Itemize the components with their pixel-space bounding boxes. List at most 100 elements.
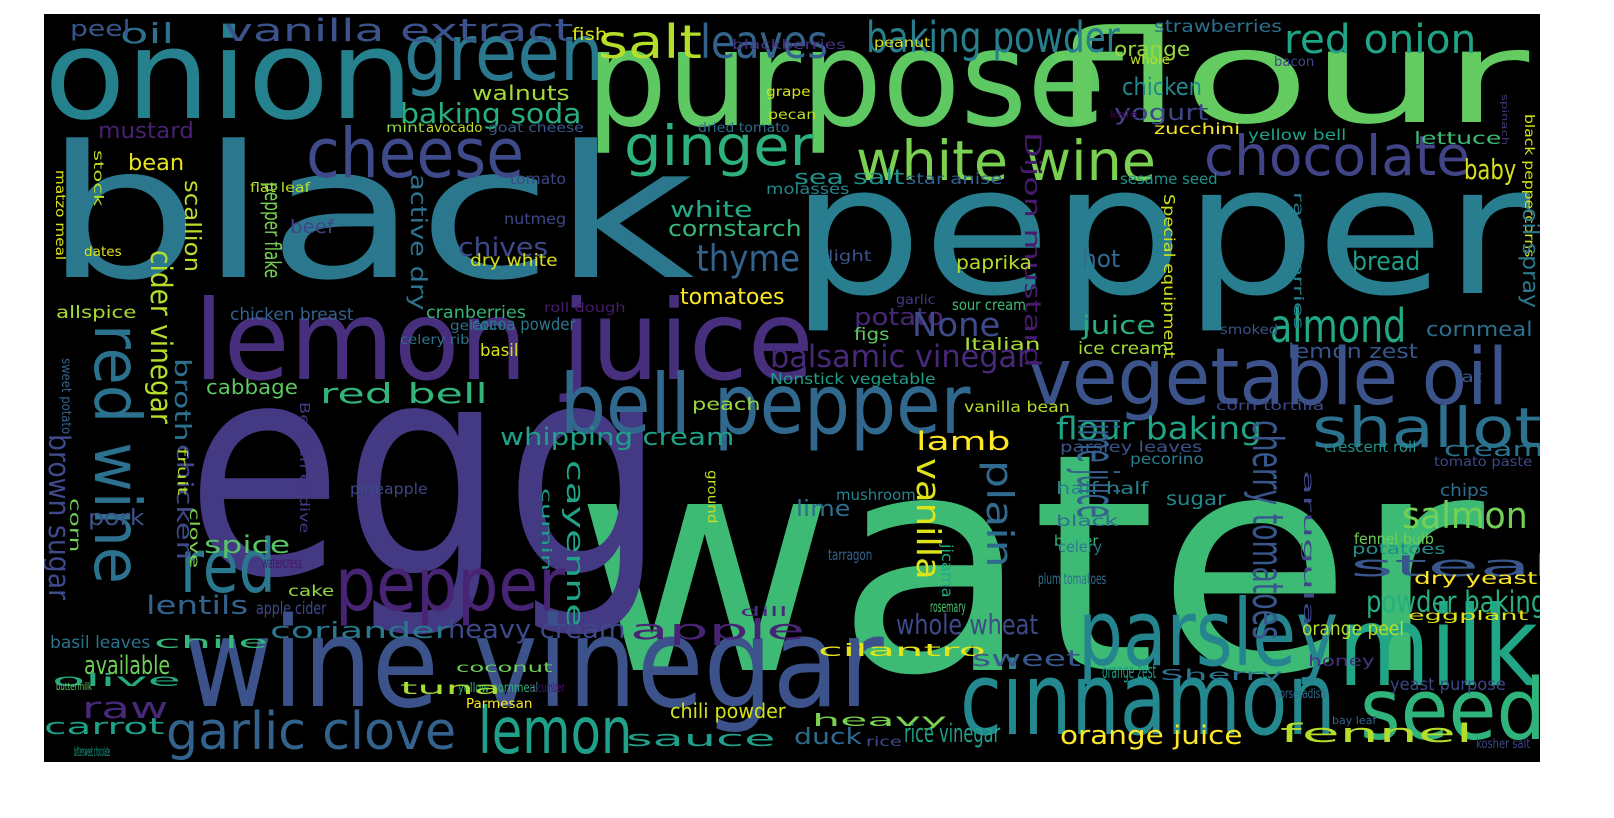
- word-plain: plain: [977, 460, 1021, 568]
- word-blackberries: blackberries: [732, 38, 846, 54]
- word-fruit: fruit: [173, 448, 189, 496]
- word-broth: broth: [169, 358, 195, 442]
- word-honey: honey: [1308, 653, 1375, 671]
- word-cake: cake: [288, 583, 335, 601]
- word-mustard: mustard: [98, 118, 194, 144]
- word-bacon: bacon: [1274, 55, 1315, 71]
- word-zucchini: zucchini: [1154, 121, 1241, 139]
- word-orange-peel: orange peel: [1302, 618, 1404, 640]
- word-garlic: garlic: [896, 293, 936, 309]
- word-active-dry: active dry: [405, 174, 431, 311]
- word-ice-cream: ice cream: [1078, 338, 1169, 358]
- word-bittersweet-chocolate: bittersweet chocolate: [74, 745, 110, 761]
- word-butter: butter: [1054, 533, 1099, 551]
- word-chicken-breast: chicken breast: [230, 304, 354, 324]
- word-cocoa-powder: cocoa powder: [472, 314, 576, 334]
- word-stock: stock: [89, 150, 105, 207]
- word-jicama: jicama: [937, 544, 955, 598]
- word-bell-pepper: bell pepper: [560, 355, 971, 453]
- word-orange-zest: orange zest: [1102, 658, 1157, 683]
- word-powder-baking: powder baking: [1366, 585, 1540, 620]
- word-orange-juice: orange juice: [1060, 721, 1243, 752]
- word-yellow-bell: yellow bell: [1248, 127, 1347, 145]
- word-parsley: parsley: [1078, 580, 1339, 687]
- word-sour-cream: sour cream: [952, 297, 1026, 315]
- word-spice: spice: [204, 531, 291, 560]
- word-parsley-leaves: parsley leaves: [1060, 439, 1203, 457]
- word-lamb: lamb: [916, 427, 1011, 458]
- word-cheese: cheese: [306, 113, 524, 194]
- word-lemon: lemon: [478, 693, 633, 762]
- word-shallot: shallot: [1312, 397, 1540, 462]
- word-bay-leaf: bay leaf: [1332, 714, 1377, 728]
- word-chili-powder: chili powder: [670, 698, 786, 723]
- word-tomato: tomato: [510, 171, 566, 189]
- word-available: available: [84, 651, 171, 682]
- word-oil: oil: [120, 17, 175, 51]
- word-wine-vinegar: wine vinegar: [184, 591, 884, 736]
- word-corn: corn: [65, 498, 83, 553]
- word-cabbage: cabbage: [206, 374, 298, 399]
- word-red-onion: red onion: [1284, 15, 1477, 64]
- word-chips: chips: [1440, 480, 1489, 500]
- word-cranberries: cranberries: [426, 302, 526, 322]
- word-potato: potato: [854, 303, 944, 332]
- word-carrot: carrot: [44, 714, 165, 740]
- word-tarragon: tarragon: [828, 547, 873, 565]
- word-molasses: molasses: [766, 181, 850, 199]
- word-flat-leaf: flat leaf: [250, 181, 311, 197]
- word-balsamic-vinegar: balsamic vinegar: [770, 338, 1030, 375]
- word-lime: lime: [796, 496, 851, 522]
- word-allspice: allspice: [56, 302, 137, 322]
- word-fat: fat: [1454, 369, 1482, 387]
- word-rosemary: rosemary: [930, 599, 966, 617]
- word-orange: orange: [1114, 36, 1191, 61]
- word-sugar: sugar: [1166, 488, 1226, 510]
- word-pecan: pecan: [768, 108, 817, 124]
- word-strawberries: strawberries: [1154, 16, 1282, 36]
- word-baking-soda: baking soda: [400, 97, 582, 131]
- word-crescent-roll: crescent roll: [1324, 439, 1417, 457]
- word-dates: dates: [84, 245, 122, 261]
- word-whipping-cream: whipping cream: [500, 423, 735, 452]
- word-cornstarch: cornstarch: [668, 216, 802, 242]
- word-lettuce: lettuce: [1414, 128, 1502, 148]
- word-vegetable-oil: vegetable oil: [1028, 331, 1509, 423]
- word-hot: hot: [1082, 245, 1121, 274]
- word-lime-juice: lime juice: [1064, 418, 1129, 518]
- word-rice-vinegar: rice vinegar: [904, 719, 1001, 750]
- word-chicken: chicken: [1122, 73, 1202, 102]
- word-mushroom: mushroom: [836, 487, 916, 505]
- word-thyme: thyme: [696, 236, 801, 280]
- word-cream: cream: [1444, 436, 1540, 461]
- word-cloud: water egg black pepper purpose flour onion wine…: [44, 14, 1540, 762]
- word-red: red: [180, 525, 276, 611]
- word-basil: basil: [480, 340, 519, 360]
- word-celery-rib: celery rib: [400, 333, 470, 349]
- word-vanilla-extract: vanilla extract: [224, 14, 574, 49]
- word-pecorino: pecorino: [1130, 451, 1204, 469]
- word-parmesan: Parmesan: [466, 697, 533, 713]
- word-dry-white: dry white: [470, 250, 558, 270]
- word-water: water: [574, 388, 1484, 743]
- word-scallion: scallion: [179, 180, 205, 273]
- word-rice: rice: [866, 735, 902, 751]
- word-horseradish: horseradish: [1274, 687, 1326, 703]
- word-raw: raw: [82, 691, 169, 726]
- word-plum-tomatoes: plum tomatoes: [1038, 571, 1107, 589]
- word-nutmeg: nutmeg: [504, 211, 567, 229]
- word-star-anise: star anise: [906, 171, 1003, 189]
- word-black: black: [1056, 513, 1119, 531]
- word-flour: flour: [1050, 14, 1530, 153]
- word-avocado: avocado: [426, 121, 483, 137]
- word-corn-tortilla: corn tortilla: [1216, 399, 1325, 415]
- word-almond: almond: [1270, 299, 1407, 353]
- word-apple-cider: apple cider: [256, 598, 327, 618]
- word-fennel: fennel: [1280, 719, 1473, 750]
- word-roll-dough: roll dough: [544, 301, 626, 317]
- word-steak: steak: [1350, 549, 1540, 584]
- word-apple: apple: [630, 613, 806, 647]
- word-sesame-seed: sesame seed: [1120, 171, 1218, 189]
- word-chives: chives: [458, 233, 549, 264]
- word-pepper: pepper: [790, 127, 1531, 337]
